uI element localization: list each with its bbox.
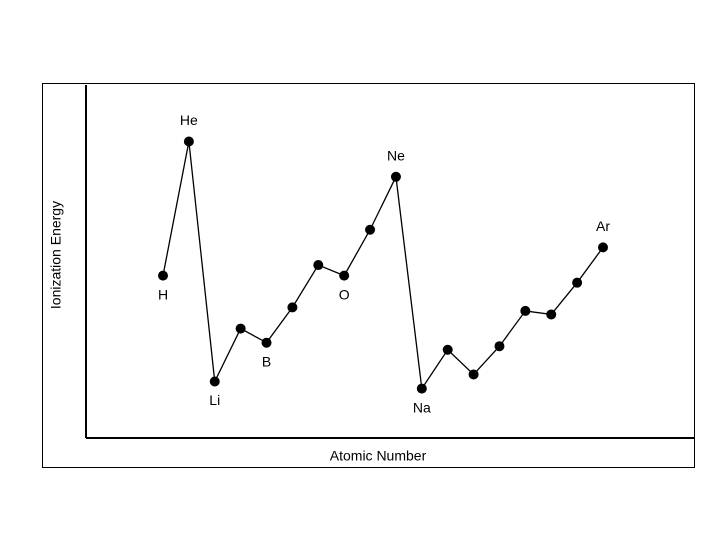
point xyxy=(390,171,401,182)
point xyxy=(261,337,272,348)
chart-frame xyxy=(42,83,695,468)
point xyxy=(546,309,557,320)
point-label: Na xyxy=(413,399,431,415)
point xyxy=(365,224,376,235)
point xyxy=(313,260,324,271)
y-axis-label: Ionization Energy xyxy=(48,201,64,309)
point xyxy=(494,341,505,352)
point-label: Ne xyxy=(387,147,405,163)
point xyxy=(468,369,479,380)
point xyxy=(339,270,350,281)
point xyxy=(598,242,608,253)
point xyxy=(287,302,298,313)
point-label: He xyxy=(180,112,198,128)
point-label: H xyxy=(158,286,168,302)
point-label: O xyxy=(339,286,350,302)
point xyxy=(520,305,531,316)
point-label: Ar xyxy=(596,218,610,234)
point xyxy=(183,136,194,147)
point xyxy=(416,383,427,394)
x-axis-label: Atomic Number xyxy=(330,448,427,464)
point xyxy=(158,270,168,281)
line xyxy=(162,141,604,391)
point xyxy=(442,344,453,355)
point xyxy=(572,277,583,288)
point xyxy=(235,323,246,334)
point xyxy=(209,376,220,387)
point-label: Li xyxy=(209,392,220,408)
point-label: B xyxy=(262,353,271,369)
